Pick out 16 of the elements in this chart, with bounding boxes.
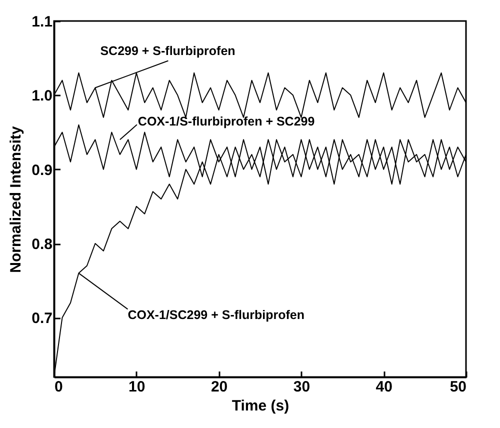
annotation: COX-1/S-flurbiprofen + SC299	[138, 114, 315, 129]
y-tick-label: 0.8	[32, 236, 52, 253]
x-tick-label: 10	[128, 378, 146, 396]
x-tick-label: 30	[293, 378, 310, 396]
x-tick-label: 50	[450, 378, 466, 396]
x-tick-label: 0	[54, 378, 63, 396]
y-tick-label: 0.7	[32, 310, 52, 328]
x-axis-title: Time (s)	[232, 398, 290, 414]
annotation: SC299 + S-flurbiprofen	[100, 44, 236, 58]
y-tick-label: 1.0	[32, 88, 52, 105]
y-tick-label: 1.1	[32, 14, 52, 30]
y-axis-title: Normalized Intensity	[8, 125, 25, 273]
x-tick-label: 40	[376, 378, 392, 396]
annotation: COX-1/SC299 + S-flurbiprofen	[128, 308, 304, 322]
y-tick-label: 0.9	[32, 162, 52, 179]
x-tick-label: 20	[210, 378, 228, 396]
